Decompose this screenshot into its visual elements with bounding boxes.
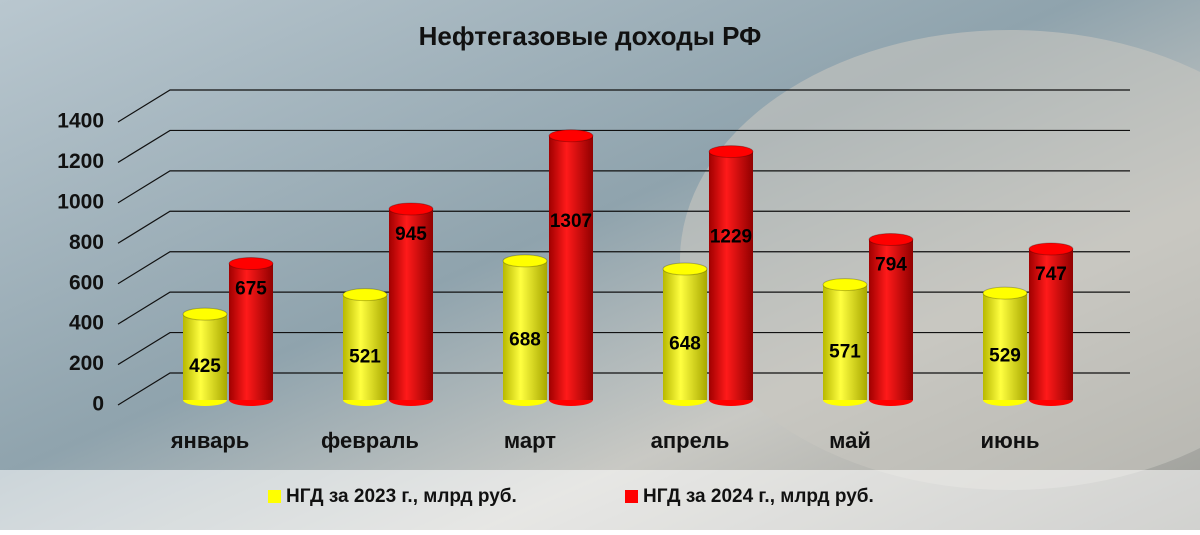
bar [663,269,707,400]
x-tick-label: апрель [651,428,730,453]
y-tick-label: 200 [69,352,104,375]
legend-band [0,470,1200,530]
value-label: 1307 [550,211,592,232]
bar-top [342,288,388,302]
bar [389,208,433,400]
y-tick-label: 800 [69,231,104,254]
x-tick-label: март [504,428,556,453]
x-tick-label: февраль [321,428,419,453]
y-tick-label: 400 [69,312,104,335]
bar-top [868,232,914,246]
y-tick-label: 1200 [57,150,104,173]
bar [823,284,867,400]
bar [343,294,387,400]
value-label: 794 [875,255,907,276]
value-label: 1229 [710,227,752,248]
bar-top [548,129,594,143]
bar-top [708,145,754,159]
grid-line [117,291,1130,325]
legend-label: НГД за 2023 г., млрд руб. [286,486,517,507]
bar [1029,248,1073,400]
x-tick-label: январь [170,428,250,453]
value-label: 571 [829,341,861,362]
value-label: 747 [1035,264,1067,285]
legend-label: НГД за 2024 г., млрд руб. [643,486,874,507]
bar-top [662,262,708,276]
bar [503,260,547,400]
bar-top [982,286,1028,300]
y-tick-label: 1000 [57,190,104,213]
value-label: 648 [669,334,701,355]
grid-line [117,89,1130,123]
grid-line [117,170,1130,204]
grid-line [117,129,1130,163]
bar-top [182,307,228,321]
x-tick-label: май [829,428,871,453]
bar-top [822,278,868,292]
bar [549,135,593,400]
bar [709,151,753,400]
bar-top [388,202,434,216]
bar-top [1028,242,1074,256]
legend-swatch [625,490,638,503]
bar [183,314,227,400]
value-label: 529 [989,346,1021,367]
bar-top [502,254,548,268]
legend-swatch [268,490,281,503]
bar [229,263,273,400]
grid-line [117,331,1130,366]
bar [869,239,913,400]
value-label: 688 [509,329,541,350]
bar-top [228,257,274,271]
y-tick-label: 1400 [57,110,104,133]
y-tick-label: 0 [92,393,104,416]
value-label: 675 [235,279,267,300]
bar [983,293,1027,400]
chart-title: Нефтегазовые доходы РФ [419,21,762,51]
y-tick-label: 600 [69,271,104,294]
value-label: 945 [395,224,427,245]
x-tick-label: июнь [980,428,1039,453]
value-label: 521 [349,346,381,367]
grid-line [117,251,1130,285]
grid-line [117,210,1130,244]
value-label: 425 [189,356,221,377]
grid-line [117,372,1130,406]
